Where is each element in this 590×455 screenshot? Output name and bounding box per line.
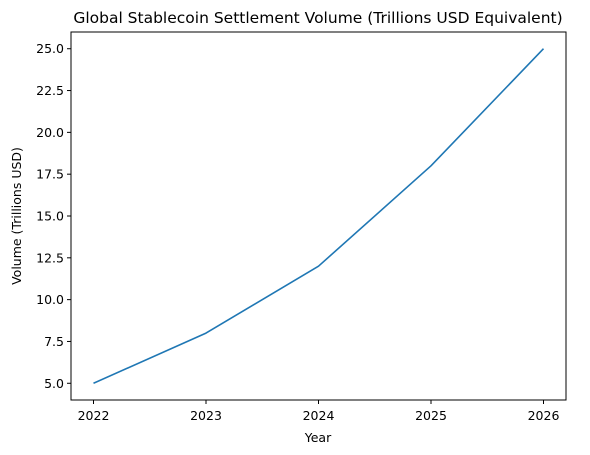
y-tick-label: 5.0 — [44, 376, 64, 391]
plot-area: 2022 2023 2024 2025 2026 5.0 7.5 10.0 12.5 15.0 1… — [36, 31, 567, 423]
y-tick-label: 17.5 — [36, 167, 64, 182]
y-tick-label: 12.5 — [36, 250, 64, 265]
y-tick-label: 10.0 — [36, 292, 64, 307]
y-tick-label: 20.0 — [36, 125, 64, 140]
series-layer — [93, 48, 545, 385]
y-tick-label: 22.5 — [36, 83, 64, 98]
y-tick-label: 7.5 — [44, 334, 64, 349]
x-tick-label: 2026 — [528, 408, 560, 423]
x-tick-label: 2023 — [190, 408, 222, 423]
x-axis-label: Year — [304, 430, 332, 445]
y-axis-label: Volume (Trillions USD) — [9, 147, 24, 285]
x-tick-label: 2025 — [415, 408, 447, 423]
y-tick-label: 15.0 — [36, 209, 64, 224]
x-tick-label: 2022 — [78, 408, 110, 423]
y-tick-label: 25.0 — [36, 41, 64, 56]
x-axis: 2022 2023 2024 2025 2026 — [78, 400, 560, 423]
x-tick-label: 2024 — [303, 408, 335, 423]
plot-frame — [70, 31, 567, 401]
y-axis: 5.0 7.5 10.0 12.5 15.0 17.5 20.0 22.5 25.0 — [36, 41, 71, 391]
chart-title: Global Stablecoin Settlement Volume (Tri… — [73, 9, 562, 27]
series-line — [93, 48, 545, 385]
